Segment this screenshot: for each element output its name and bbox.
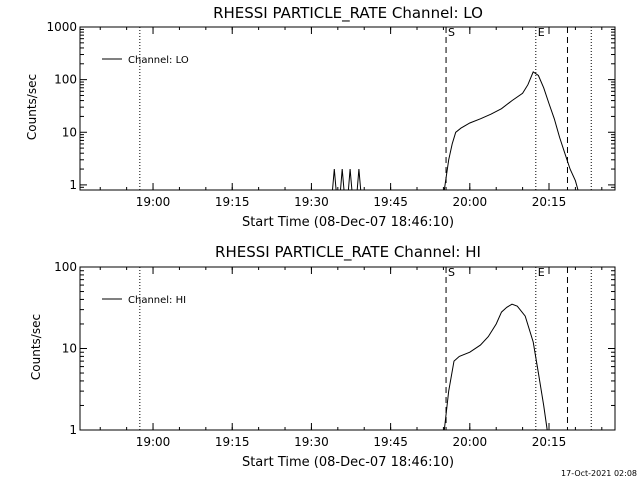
x-tick-label: 19:30 [294, 435, 329, 449]
series-line [443, 303, 548, 431]
chart-title: RHESSI PARTICLE_RATE Channel: LO [213, 4, 483, 23]
x-tick-label: 20:00 [453, 195, 488, 209]
x-tick-label: 19:45 [373, 195, 408, 209]
marker-s: S [448, 26, 455, 39]
x-axis-label: Start Time (08-Dec-07 18:46:10) [242, 455, 454, 470]
x-tick-label: 19:45 [373, 435, 408, 449]
timestamp: 17-Oct-2021 02:08 [561, 469, 637, 478]
plot-frame [79, 26, 616, 191]
series-line [332, 71, 579, 191]
x-tick-label: 20:00 [453, 435, 488, 449]
x-tick-label: 19:00 [136, 195, 171, 209]
y-axis-label: Counts/sec [25, 74, 39, 140]
chart-title: RHESSI PARTICLE_RATE Channel: HI [215, 243, 481, 262]
y-tick-label: 10 [62, 342, 77, 356]
marker-s: S [448, 266, 455, 279]
y-tick-label: 1 [69, 178, 77, 192]
legend-label: Channel: HI [128, 295, 186, 306]
legend-label: Channel: LO [128, 55, 189, 66]
y-tick-label: 1 [69, 423, 77, 437]
y-tick-label: 100 [54, 260, 77, 274]
x-tick-label: 19:30 [294, 195, 329, 209]
x-tick-label: 19:15 [215, 195, 250, 209]
x-tick-label: 20:15 [532, 195, 567, 209]
y-axis-label: Counts/sec [29, 314, 43, 380]
y-tick-label: 100 [54, 73, 77, 87]
panel-lo: RHESSI PARTICLE_RATE Channel: LO Start T… [25, 4, 616, 230]
y-tick-label: 1000 [46, 20, 77, 34]
x-tick-label: 20:15 [532, 435, 567, 449]
panel-hi: RHESSI PARTICLE_RATE Channel: HI Start T… [29, 243, 616, 470]
x-axis-label: Start Time (08-Dec-07 18:46:10) [242, 215, 454, 230]
x-tick-label: 19:15 [215, 435, 250, 449]
x-tick-label: 19:00 [136, 435, 171, 449]
marker-e: E [538, 26, 545, 39]
y-tick-label: 10 [62, 125, 77, 139]
marker-e: E [538, 266, 545, 279]
